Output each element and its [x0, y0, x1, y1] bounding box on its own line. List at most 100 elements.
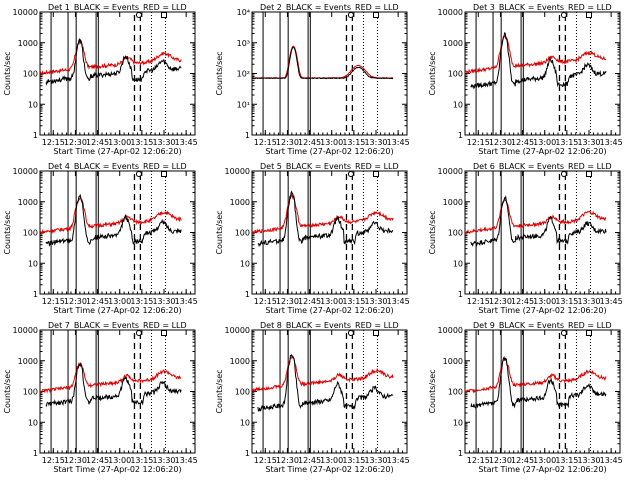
- chart-panel-det-8: Det 8_BLACK = Events_RED = LLD 1 10 100 1000…: [215, 321, 410, 474]
- x-tick-label: 13:15: [342, 456, 365, 465]
- y-axis-label: Counts/sec: [215, 210, 224, 254]
- x-tick-label: 13:45: [175, 456, 198, 465]
- x-axis-label: Start Time (27-Apr-02 12:06:20): [53, 306, 181, 315]
- x-tick-label: 12:30: [64, 297, 87, 306]
- x-tick-label: 12:15: [467, 456, 490, 465]
- marker-square: [373, 330, 379, 336]
- marker-square: [161, 171, 167, 177]
- x-axis-label: Start Time (27-Apr-02 12:06:20): [478, 147, 606, 156]
- y-tick-label: 100: [23, 388, 38, 397]
- x-tick-label: 13:15: [555, 138, 578, 147]
- y-axis-label: Counts/sec: [3, 369, 12, 413]
- x-tick-label: 13:00: [320, 297, 343, 306]
- x-tick-label: 12:45: [511, 138, 534, 147]
- x-tick-label: 12:45: [511, 456, 534, 465]
- y-tick-label: 1000: [230, 357, 250, 366]
- x-tick-label: 12:45: [298, 297, 321, 306]
- marker-square: [586, 12, 592, 18]
- y-tick-label: 10³: [237, 39, 250, 48]
- y-tick-label: 1: [33, 131, 38, 140]
- x-tick-label: 13:45: [387, 456, 410, 465]
- chart-title: Det 2_BLACK = Events_RED = LLD: [260, 3, 399, 12]
- events-series-line: [470, 195, 607, 247]
- y-axis-label: Counts/sec: [428, 369, 437, 413]
- marker-circle: [135, 330, 142, 336]
- x-axis-label: Start Time (27-Apr-02 12:06:20): [265, 465, 393, 474]
- chart-title: Det 6_BLACK = Events_RED = LLD: [473, 162, 612, 171]
- y-tick-label: 10: [28, 418, 38, 427]
- y-tick-label: 100: [23, 70, 38, 79]
- events-series-line: [45, 193, 182, 247]
- y-tick-label: 10000: [225, 167, 250, 176]
- chart-title: Det 5_BLACK = Events_RED = LLD: [260, 162, 399, 171]
- chart-panel-det-7: Det 7_BLACK = Events_RED = LLD 1 10 100 1000…: [3, 321, 198, 474]
- x-tick-label: 13:45: [387, 138, 410, 147]
- marker-square: [161, 330, 167, 336]
- y-tick-label: 10: [28, 259, 38, 268]
- y-tick-label: 10: [453, 100, 463, 109]
- x-tick-label: 12:45: [86, 138, 109, 147]
- marker-circle: [135, 12, 142, 18]
- x-tick-label: 13:30: [364, 138, 387, 147]
- x-tick-label: 13:15: [555, 297, 578, 306]
- chart-title: Det 8_BLACK = Events_RED = LLD: [260, 321, 399, 330]
- y-tick-label: 100: [448, 388, 463, 397]
- lld-series-line: [251, 45, 394, 79]
- lld-series-line: [251, 355, 394, 393]
- y-axis-label: Counts/sec: [3, 51, 12, 95]
- x-tick-label: 12:15: [42, 456, 65, 465]
- chart-title: Det 4_BLACK = Events_RED = LLD: [48, 162, 187, 171]
- x-tick-label: 13:45: [600, 138, 623, 147]
- marker-circle: [560, 330, 567, 336]
- y-tick-label: 1000: [18, 39, 38, 48]
- y-tick-label: 1: [33, 449, 38, 458]
- x-tick-label: 13:30: [152, 138, 175, 147]
- x-tick-label: 13:30: [577, 297, 600, 306]
- y-tick-label: 10: [240, 259, 250, 268]
- marker-circle: [135, 171, 142, 177]
- y-tick-label: 1000: [443, 39, 463, 48]
- x-axis-label: Start Time (27-Apr-02 12:06:20): [265, 306, 393, 315]
- y-tick-label: 1: [33, 290, 38, 299]
- y-tick-label: 1: [458, 131, 463, 140]
- y-tick-label: 10²: [237, 70, 250, 79]
- y-tick-label: 10⁴: [237, 8, 250, 17]
- y-axis-label: Counts/sec: [428, 51, 437, 95]
- y-tick-label: 1: [245, 449, 250, 458]
- x-tick-label: 12:45: [86, 456, 109, 465]
- y-tick-label: 10: [28, 100, 38, 109]
- x-tick-label: 13:15: [555, 456, 578, 465]
- x-tick-label: 13:30: [152, 456, 175, 465]
- marker-square: [161, 12, 167, 18]
- y-tick-label: 10000: [13, 8, 38, 17]
- y-tick-label: 10000: [225, 326, 250, 335]
- events-series-line: [470, 32, 607, 90]
- y-tick-label: 100: [235, 388, 250, 397]
- x-tick-label: 12:30: [489, 456, 512, 465]
- events-series-line: [45, 362, 182, 408]
- x-tick-label: 13:00: [320, 138, 343, 147]
- x-tick-label: 12:45: [298, 456, 321, 465]
- lld-series-line: [464, 34, 607, 75]
- x-tick-label: 12:15: [254, 456, 277, 465]
- chart-panel-det-6: Det 6_BLACK = Events_RED = LLD 1 10 100 1000…: [428, 162, 623, 315]
- x-tick-label: 13:00: [108, 297, 131, 306]
- chart-panel-det-2: Det 2_BLACK = Events_RED = LLD 1 10¹ 10² 10³…: [215, 3, 410, 156]
- marker-square: [373, 12, 379, 18]
- x-tick-label: 13:30: [577, 456, 600, 465]
- x-axis-label: Start Time (27-Apr-02 12:06:20): [53, 147, 181, 156]
- x-tick-label: 12:30: [276, 138, 299, 147]
- x-tick-label: 13:15: [130, 297, 153, 306]
- x-tick-label: 13:00: [533, 138, 556, 147]
- x-tick-label: 13:15: [342, 297, 365, 306]
- y-tick-label: 1: [458, 290, 463, 299]
- x-tick-label: 12:15: [467, 138, 490, 147]
- marker-circle: [347, 12, 354, 18]
- chart-title: Det 3_BLACK = Events_RED = LLD: [473, 3, 612, 12]
- y-tick-label: 100: [448, 70, 463, 79]
- x-tick-label: 12:30: [489, 138, 512, 147]
- y-tick-label: 10000: [438, 326, 463, 335]
- x-tick-label: 12:30: [276, 297, 299, 306]
- marker-circle: [347, 330, 354, 336]
